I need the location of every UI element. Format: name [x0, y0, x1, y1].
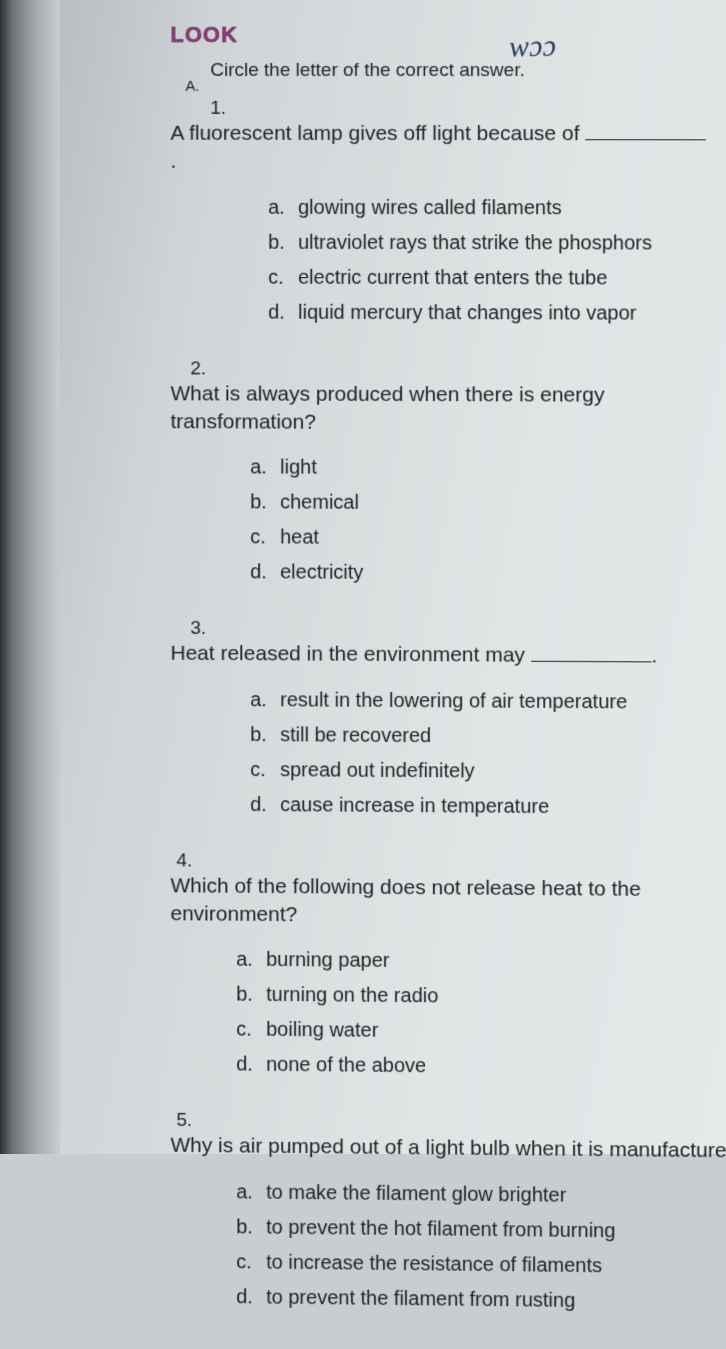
option-letter: d.: [236, 1048, 266, 1083]
option-letter: b.: [268, 225, 298, 260]
option-text: heat: [280, 527, 319, 549]
option: c.to increase the resistance of filament…: [236, 1245, 676, 1285]
book-spine: [0, 0, 60, 1154]
question-text: Heat released in the environment may .: [170, 640, 726, 672]
option-text: still be recovered: [280, 724, 431, 747]
option-letter: b.: [250, 718, 280, 753]
question: 1.A fluorescent lamp gives off light bec…: [170, 98, 676, 332]
option-text: spread out indefinitely: [280, 759, 474, 782]
option-text: chemical: [280, 492, 359, 514]
question-text: What is always produced when there is en…: [170, 380, 726, 439]
question: 3.Heat released in the environment may .…: [170, 618, 676, 825]
option-text: to prevent the hot filament from burning: [266, 1216, 615, 1242]
option-text: none of the above: [266, 1054, 426, 1077]
question-text: A fluorescent lamp gives off light becau…: [170, 120, 710, 177]
option-letter: b.: [236, 978, 266, 1013]
option-letter: d.: [236, 1280, 266, 1315]
question-text: Why is air pumped out of a light bulb wh…: [170, 1132, 726, 1166]
option: a.result in the lowering of air temperat…: [250, 683, 676, 721]
fill-blank: [531, 643, 651, 663]
options-list: a.burning paperb.turning on the radioc.b…: [236, 943, 676, 1087]
option-letter: a.: [268, 190, 298, 225]
option-text: result in the lowering of air temperatur…: [280, 689, 627, 713]
options-list: a.result in the lowering of air temperat…: [250, 683, 676, 826]
option: d.electricity: [250, 556, 676, 593]
option-text: to prevent the filament from rusting: [266, 1286, 575, 1311]
options-list: a.glowing wires called filamentsb.ultrav…: [268, 190, 676, 331]
options-list: a.lightb.chemicalc.heatd.electricity: [250, 451, 676, 593]
option: a.to make the filament glow brighter: [236, 1175, 676, 1215]
option-letter: a.: [236, 1175, 266, 1210]
option-letter: a.: [236, 943, 266, 978]
option-letter: c.: [236, 1013, 266, 1048]
instruction-text: Circle the letter of the correct answer.: [210, 60, 524, 82]
option: b.to prevent the hot filament from burni…: [236, 1210, 676, 1250]
option-text: electricity: [280, 562, 363, 584]
option-letter: d.: [250, 788, 280, 823]
option-letter: d.: [250, 556, 280, 591]
questions-container: 1.A fluorescent lamp gives off light bec…: [170, 98, 676, 1348]
option-text: boiling water: [266, 1019, 378, 1042]
option: a.light: [250, 451, 676, 488]
fill-blank: [585, 121, 706, 140]
option-letter: b.: [250, 486, 280, 521]
option-letter: b.: [236, 1210, 266, 1245]
question-number: 2.: [190, 358, 218, 380]
option: a.glowing wires called filaments: [268, 190, 676, 226]
option-letter: a.: [250, 683, 280, 718]
option-text: to make the filament glow brighter: [266, 1181, 566, 1206]
question-number: 4.: [176, 850, 204, 872]
option-letter: a.: [250, 451, 280, 486]
instruction-letter: A.: [185, 78, 199, 95]
option: b.chemical: [250, 486, 676, 523]
options-list: a.to make the filament glow brighterb.to…: [236, 1175, 676, 1320]
option-text: cause increase in temperature: [280, 794, 549, 818]
option: d.liquid mercury that changes into vapor: [268, 295, 676, 331]
option: d.to prevent the filament from rusting: [236, 1280, 676, 1320]
option-letter: c.: [250, 521, 280, 556]
option-text: light: [280, 457, 317, 479]
header-logo: LOOK: [170, 22, 237, 48]
option: d.none of the above: [236, 1048, 676, 1087]
option-letter: d.: [268, 295, 298, 330]
option: c.spread out indefinitely: [250, 753, 676, 791]
question-number: 5.: [176, 1110, 204, 1132]
option: a.burning paper: [236, 943, 676, 982]
option: c.heat: [250, 521, 676, 558]
option-text: to increase the resistance of filaments: [266, 1251, 602, 1277]
option: d.cause increase in temperature: [250, 788, 676, 826]
option: b.turning on the radio: [236, 978, 676, 1017]
question-number: 1.: [210, 98, 238, 120]
option-text: turning on the radio: [266, 984, 438, 1007]
option-text: ultraviolet rays that strike the phospho…: [298, 232, 652, 255]
question: 2.What is always produced when there is …: [170, 358, 676, 593]
question: 5.Why is air pumped out of a light bulb …: [170, 1110, 676, 1320]
option-letter: c.: [236, 1245, 266, 1280]
option: c.boiling water: [236, 1013, 676, 1052]
option-text: burning paper: [266, 949, 389, 972]
question-text: Which of the following does not release …: [170, 872, 726, 933]
option-text: electric current that enters the tube: [298, 266, 607, 289]
option: b.ultraviolet rays that strike the phosp…: [268, 225, 676, 261]
option-letter: c.: [268, 260, 298, 295]
option: b.still be recovered: [250, 718, 676, 756]
option-text: liquid mercury that changes into vapor: [298, 301, 636, 324]
option-letter: c.: [250, 753, 280, 788]
option-text: glowing wires called filaments: [298, 197, 562, 219]
question: 4.Which of the following does not releas…: [170, 850, 676, 1087]
page: LOOK wɔɔ A. Circle the letter of the cor…: [50, 0, 726, 1154]
option: c.electric current that enters the tube: [268, 260, 676, 296]
question-number: 3.: [190, 618, 218, 640]
